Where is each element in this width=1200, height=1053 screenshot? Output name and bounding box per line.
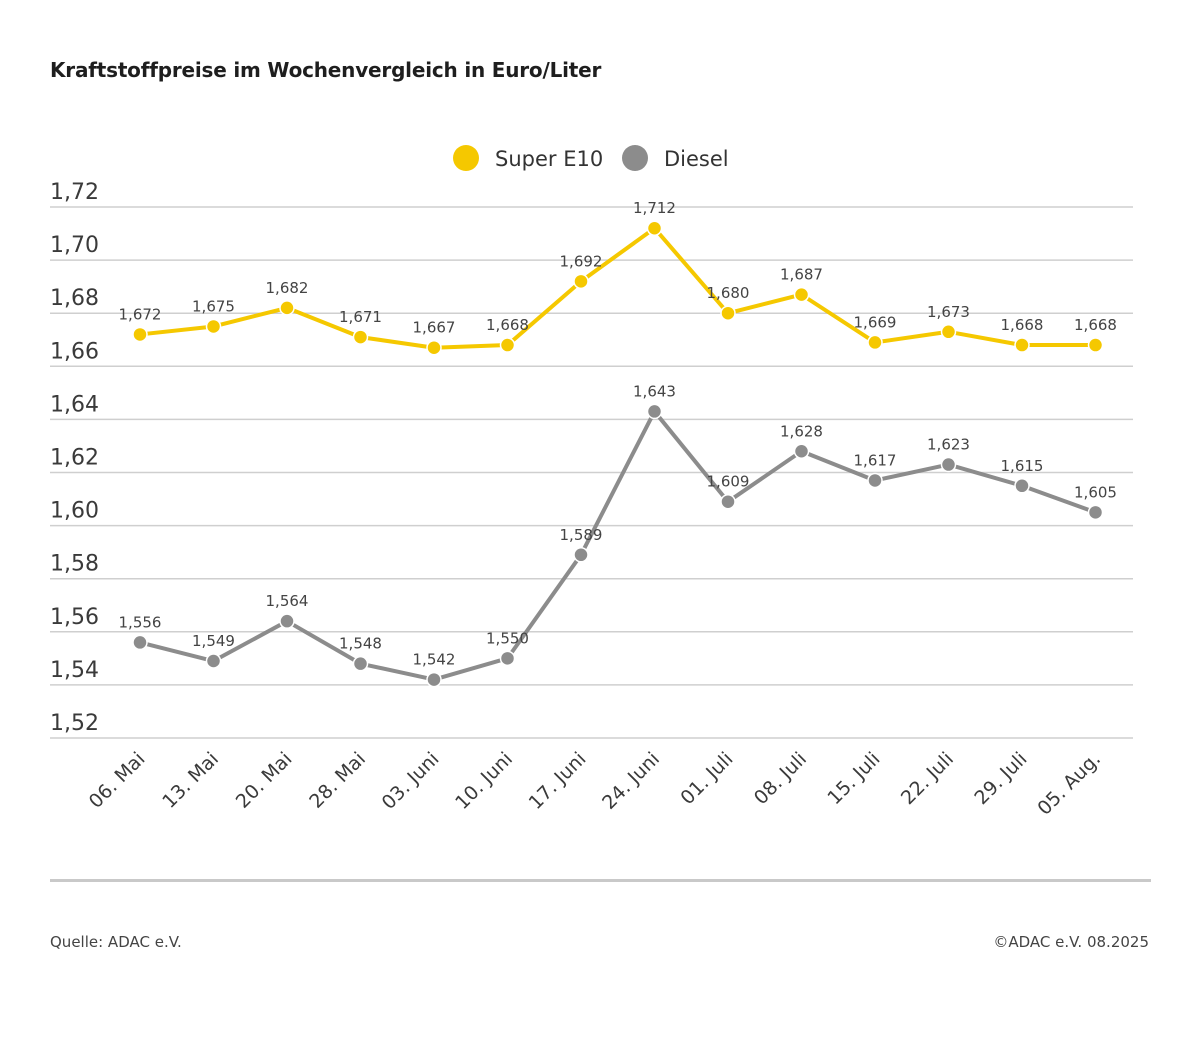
data-label: 1,589	[560, 526, 603, 544]
data-label: 1,672	[119, 305, 162, 323]
x-tick-label: 01. Juli	[676, 748, 737, 809]
data-point	[573, 547, 589, 563]
x-tick-label: 03. Juni	[378, 748, 444, 814]
y-tick-label: 1,60	[50, 499, 99, 524]
data-point	[426, 671, 442, 688]
data-point	[646, 403, 663, 420]
data-point	[1087, 504, 1104, 521]
data-label: 1,556	[119, 613, 162, 631]
y-tick-label: 1,62	[50, 446, 99, 471]
legend-marker	[453, 145, 479, 171]
data-label: 1,682	[266, 279, 309, 297]
data-label: 1,548	[339, 635, 382, 653]
series-lines	[138, 226, 1098, 682]
y-tick-label: 1,64	[50, 392, 99, 417]
data-label: 1,687	[780, 266, 823, 284]
data-label: 1,549	[192, 632, 235, 650]
x-axis-ticks: 06. Mai 13. Mai 20. Mai 28. Mai 03. Juni 10. …	[85, 748, 1105, 820]
grid-lines	[50, 206, 1133, 739]
data-point	[940, 324, 957, 340]
x-tick-label: 22. Juli	[897, 748, 958, 809]
data-label: 1,564	[266, 592, 309, 610]
data-point	[867, 334, 883, 351]
data-label: 1,668	[1074, 316, 1117, 334]
footer-divider	[50, 879, 1151, 882]
x-tick-label: 15. Juli	[823, 748, 884, 809]
data-point	[205, 318, 222, 335]
data-label: 1,615	[1001, 457, 1044, 475]
y-tick-label: 1,52	[50, 711, 99, 736]
data-label: 1,617	[854, 451, 897, 469]
copyright-note: ©ADAC e.V. 08.2025	[993, 933, 1149, 951]
data-point	[499, 650, 516, 667]
data-label: 1,668	[1001, 316, 1044, 334]
y-tick-label: 1,66	[50, 339, 99, 364]
data-point	[499, 337, 516, 353]
data-point	[793, 286, 810, 303]
x-tick-label: 06. Mai	[85, 748, 150, 813]
x-tick-label: 10. Juni	[451, 748, 517, 814]
data-label: 1,643	[633, 382, 676, 400]
data-point	[426, 339, 442, 356]
data-point	[352, 329, 369, 345]
x-tick-label: 28. Mai	[305, 748, 370, 813]
data-label: 1,675	[192, 297, 235, 315]
x-tick-label: 17. Juni	[525, 748, 591, 814]
data-label: 1,712	[633, 199, 676, 217]
data-point	[352, 655, 369, 672]
x-tick-label: 29. Juli	[970, 748, 1031, 809]
data-label: 1,671	[339, 308, 382, 326]
data-point	[1014, 478, 1030, 494]
data-label: 1,623	[927, 436, 970, 454]
data-point	[205, 653, 222, 669]
data-point	[1087, 337, 1104, 353]
data-label: 1,673	[927, 303, 970, 321]
y-tick-label: 1,68	[50, 286, 99, 311]
y-tick-label: 1,58	[50, 552, 99, 577]
y-tick-label: 1,70	[50, 233, 99, 258]
data-point	[132, 634, 148, 651]
series-line	[138, 409, 1098, 682]
data-label: 1,680	[707, 284, 750, 302]
source-note: Quelle: ADAC e.V.	[50, 933, 182, 951]
legend-label: Diesel	[664, 147, 729, 171]
series-points	[132, 220, 1104, 688]
data-point	[793, 443, 810, 460]
legend-label: Super E10	[495, 147, 603, 171]
data-label: 1,692	[560, 252, 603, 270]
data-label: 1,667	[413, 319, 456, 337]
data-labels: 1,672 1,675 1,682 1,671 1,667 1,668 1,692 1,712…	[119, 199, 1117, 668]
data-label: 1,550	[486, 629, 529, 647]
data-point	[573, 273, 589, 290]
y-tick-label: 1,72	[50, 180, 99, 205]
data-label: 1,668	[486, 316, 529, 334]
data-label: 1,605	[1074, 483, 1117, 501]
y-tick-label: 1,56	[50, 605, 99, 630]
data-point	[279, 613, 295, 629]
data-label: 1,542	[413, 651, 456, 669]
data-point	[867, 472, 883, 489]
series-line	[138, 226, 1098, 350]
data-point	[720, 305, 736, 321]
x-tick-label: 20. Mai	[232, 748, 297, 813]
data-point	[1014, 337, 1030, 353]
data-point	[132, 326, 148, 343]
data-label: 1,628	[780, 422, 823, 440]
data-label: 1,609	[707, 473, 750, 491]
legend: Super E10 Diesel	[453, 145, 729, 171]
data-point	[940, 456, 957, 473]
data-label: 1,669	[854, 313, 897, 331]
chart-title: Kraftstoffpreise im Wochenvergleich in E…	[50, 58, 602, 82]
x-tick-label: 13. Mai	[158, 748, 223, 813]
data-point	[646, 220, 663, 236]
x-tick-label: 08. Juli	[750, 748, 811, 809]
y-tick-label: 1,54	[50, 658, 99, 683]
data-point	[720, 493, 736, 510]
y-axis-ticks: 1,72 1,70 1,68 1,66 1,64 1,62 1,60 1,58 1,56 1,54…	[50, 180, 99, 736]
x-tick-label: 24. Juni	[598, 748, 664, 814]
data-point	[279, 300, 295, 316]
legend-marker	[622, 145, 648, 171]
x-tick-label: 05. Aug.	[1033, 748, 1105, 820]
